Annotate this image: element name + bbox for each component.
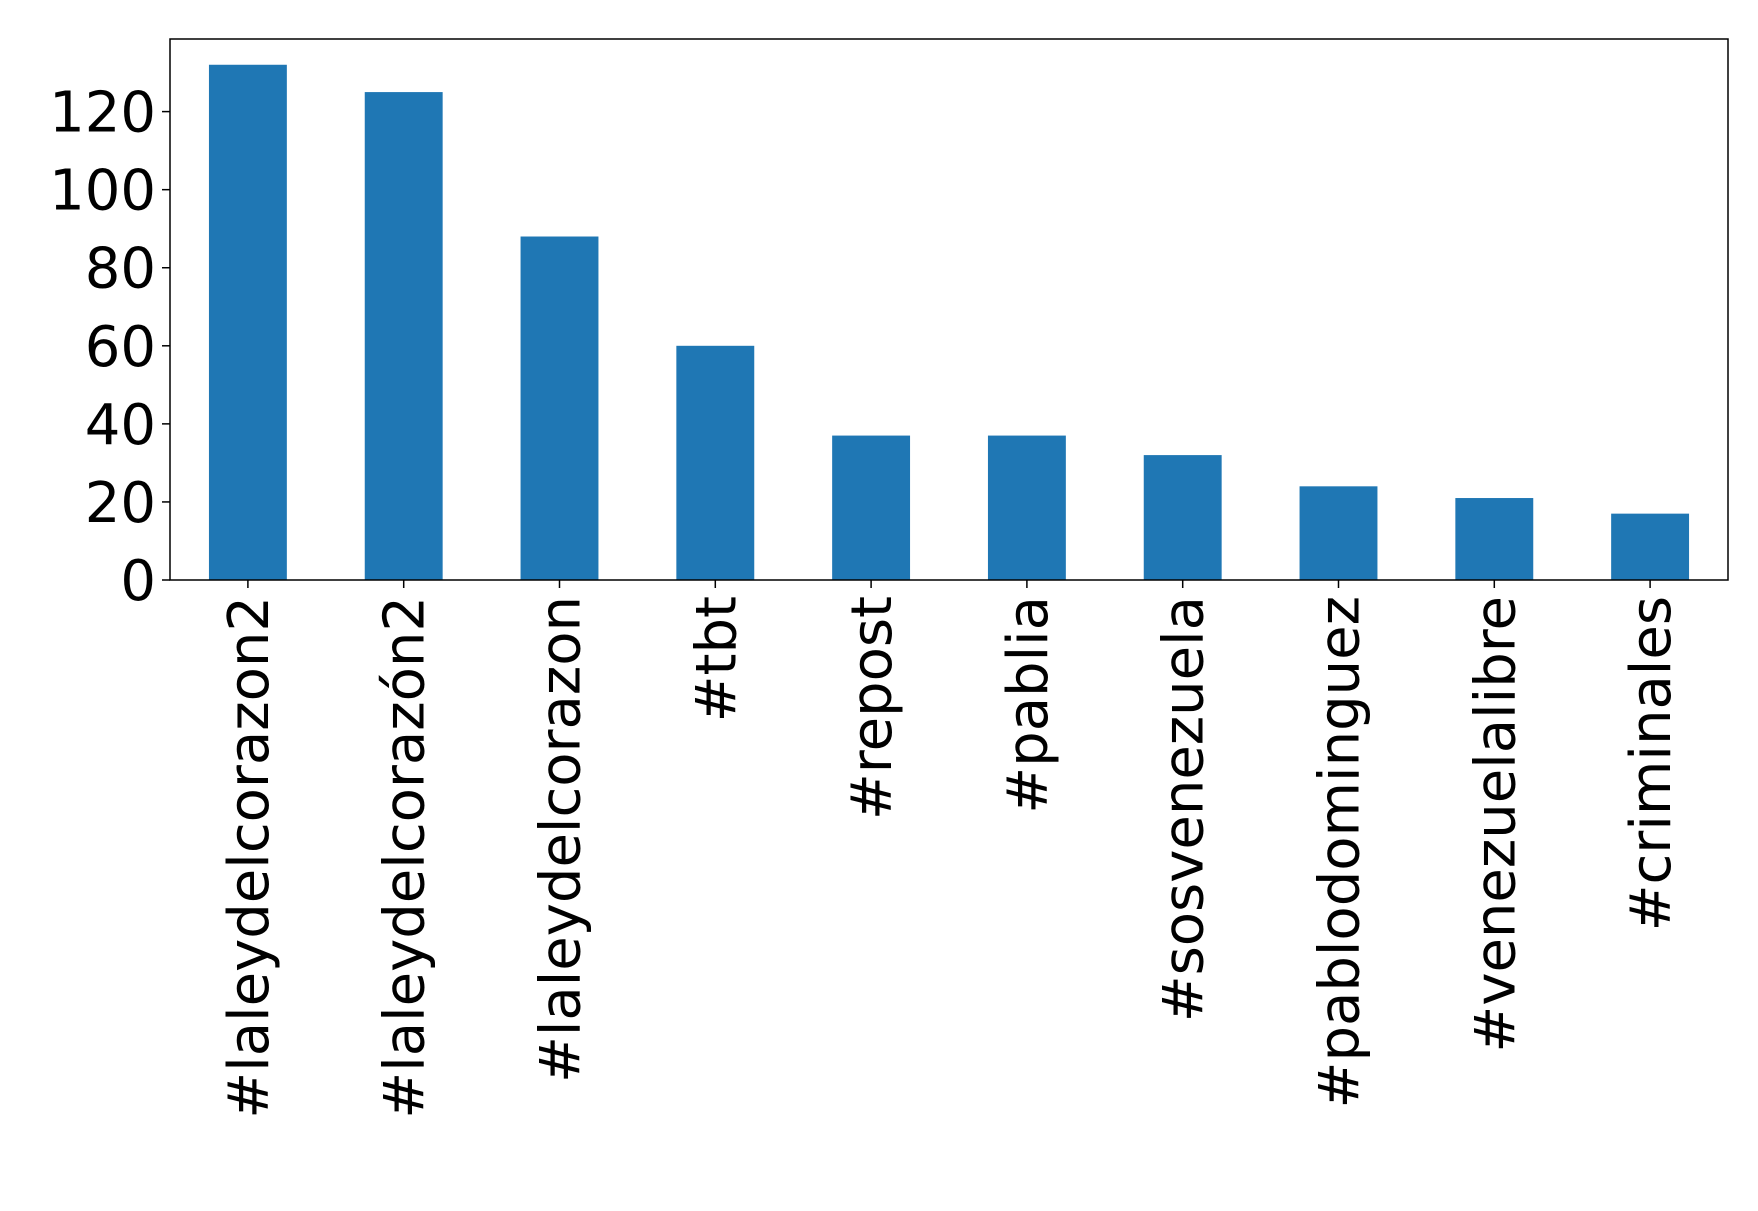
bar [208,64,287,580]
y-tick-label: 100 [49,159,156,224]
bar [987,435,1066,580]
bar [832,435,911,580]
x-tick-label: #criminales [1619,596,1684,931]
bar [1455,498,1534,580]
x-tick-label: #repost [840,596,905,820]
bar [364,92,443,580]
y-tick-label: 40 [85,393,156,458]
y-tick-label: 60 [85,315,156,380]
x-tick-label: #sosvenezuela [1152,596,1217,1022]
bar [1611,513,1690,580]
y-tick-label: 20 [85,471,156,536]
bar [520,236,599,580]
x-tick-label: #tbt [684,596,749,722]
bar [1299,486,1378,580]
y-tick-label: 80 [85,237,156,302]
x-tick-label: #laleydelcorazon2 [217,596,282,1119]
y-tick-label: 0 [120,549,156,614]
x-tick-label: #laleydelcorazon [529,596,594,1083]
y-tick-label: 120 [49,81,156,146]
bar [676,345,755,580]
x-tick-label: #pablia [996,596,1061,814]
x-tick-label: #laleydelcorazón2 [373,596,438,1119]
x-tick-label: #pablodominguez [1308,596,1373,1108]
plot-frame [169,38,1729,581]
bar [1143,455,1222,580]
x-tick-label: #venezuelalibre [1463,596,1528,1053]
